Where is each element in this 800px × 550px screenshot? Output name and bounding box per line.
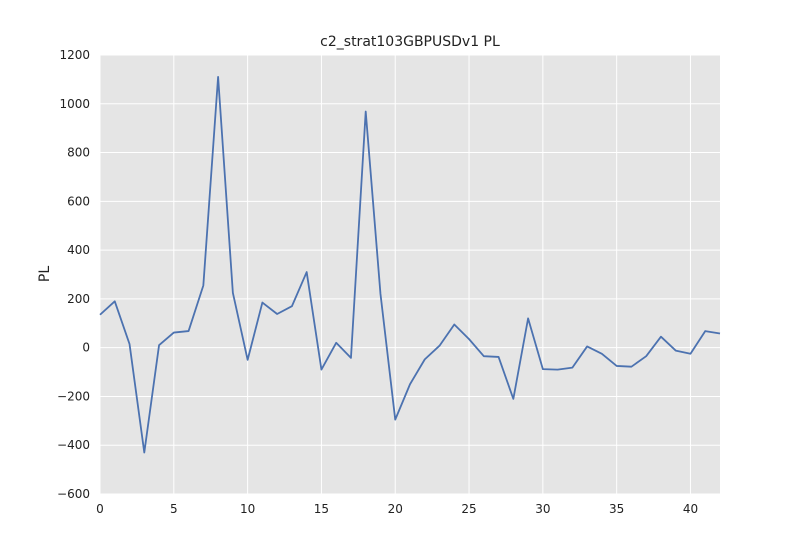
x-tick-labels: 0 5 10 15 20 25 30 35 40 [96, 502, 698, 516]
x-tick-label: 20 [388, 502, 403, 516]
y-tick-label: −600 [57, 487, 90, 501]
y-tick-label: 400 [67, 243, 90, 257]
y-tick-label: −200 [57, 389, 90, 403]
y-tick-label: 1000 [59, 97, 90, 111]
grid-lines [99, 54, 720, 495]
x-tick-label: 5 [170, 502, 178, 516]
y-tick-labels: −600 −400 −200 0 200 400 600 800 1000 1200 [57, 48, 90, 501]
y-tick-label: 800 [67, 146, 90, 160]
y-tick-label: 0 [82, 341, 90, 355]
x-tick-label: 15 [314, 502, 329, 516]
x-tick-label: 35 [609, 502, 624, 516]
y-axis-title: PL [37, 266, 53, 282]
x-tick-label: 10 [240, 502, 255, 516]
plot-background [100, 55, 720, 494]
x-tick-label: 25 [461, 502, 476, 516]
y-tick-label: 200 [67, 292, 90, 306]
x-tick-label: 0 [96, 502, 104, 516]
y-tick-label: −400 [57, 438, 90, 452]
x-tick-label: 30 [535, 502, 550, 516]
x-tick-label: 40 [683, 502, 698, 516]
y-tick-label: 600 [67, 194, 90, 208]
y-tick-label: 1200 [59, 48, 90, 62]
pl-series-line [99, 76, 721, 454]
chart-title: c2_strat103GBPUSDv1 PL [320, 34, 500, 50]
